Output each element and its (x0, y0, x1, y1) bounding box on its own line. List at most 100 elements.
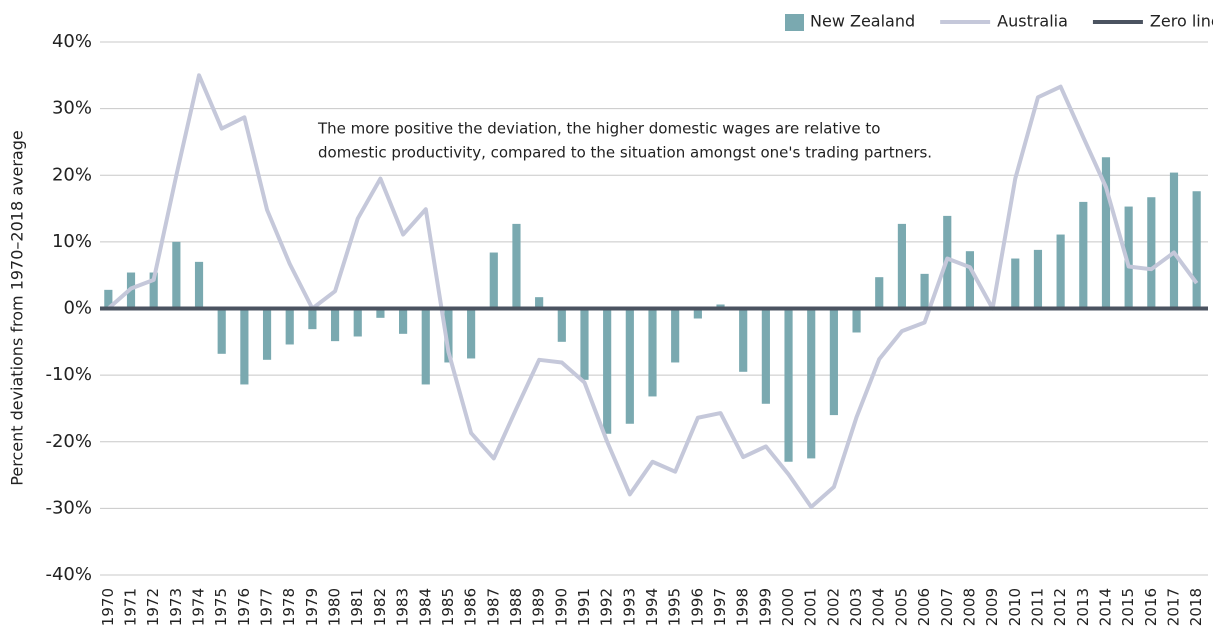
y-tick-label: 20% (52, 164, 92, 185)
bar (217, 308, 226, 354)
x-tick-label: 1976 (235, 588, 253, 626)
bar (1056, 234, 1065, 309)
bar (399, 308, 408, 334)
x-tick-label: 1994 (643, 588, 661, 626)
bar (104, 289, 113, 309)
bar (739, 308, 748, 372)
x-tick-label: 2002 (824, 588, 842, 626)
bar (875, 277, 884, 309)
legend-label: Australia (997, 12, 1068, 31)
y-axis-label: Percent deviations from 1970–2018 averag… (8, 130, 27, 485)
x-tick-label: 2000 (779, 588, 797, 626)
x-tick-label: 2013 (1074, 588, 1092, 626)
bar (1033, 249, 1043, 309)
y-tick-label: -20% (45, 431, 92, 452)
x-tick-label: 2014 (1096, 588, 1114, 626)
x-tick-label: 1998 (734, 588, 752, 626)
x-tick-label: 1997 (711, 588, 729, 626)
x-tick-label: 1999 (756, 588, 774, 626)
x-tick-label: 2001 (802, 588, 820, 626)
bar (965, 251, 975, 309)
bar (376, 308, 385, 318)
legend-label: Zero line (1150, 12, 1213, 31)
x-tick-label: 1981 (348, 588, 366, 626)
legend-label: New Zealand (810, 12, 915, 31)
x-tick-label: 1996 (688, 588, 706, 626)
y-tick-label: 30% (52, 98, 92, 119)
annotation: domestic productivity, compared to the s… (318, 144, 932, 162)
y-tick-label: 40% (52, 31, 92, 52)
x-tick-label: 1978 (280, 588, 298, 626)
bar (149, 272, 158, 309)
bar (330, 308, 340, 342)
x-tick-label: 2003 (847, 588, 865, 626)
x-tick-label: 1970 (99, 588, 117, 626)
y-tick-label: -30% (45, 497, 92, 518)
bar (535, 297, 544, 309)
x-tick-label: 2009 (983, 588, 1001, 626)
bar (603, 308, 612, 434)
bar (897, 223, 906, 309)
x-tick-label: 2016 (1142, 588, 1160, 626)
bar (444, 308, 453, 363)
x-tick-label: 1995 (666, 588, 684, 626)
x-tick-label: 1982 (371, 588, 389, 626)
bar (353, 308, 362, 337)
x-tick-label: 1974 (190, 588, 208, 626)
x-tick-label: 2008 (960, 588, 978, 626)
bar (1101, 157, 1111, 309)
line (107, 73, 1199, 510)
x-tick-label: 2011 (1028, 588, 1046, 626)
bar (829, 308, 838, 416)
bar (172, 241, 181, 309)
y-tick-label: -10% (45, 364, 92, 385)
bar (1124, 206, 1133, 309)
x-tick-label: 1972 (144, 588, 162, 626)
x-tick-label: 1979 (303, 588, 321, 626)
x-tick-label: 2005 (892, 588, 910, 626)
x-tick-label: 1989 (530, 588, 548, 626)
bar (807, 308, 816, 459)
x-tick-label: 1991 (575, 588, 593, 626)
x-tick-label: 2004 (870, 588, 888, 626)
bar (489, 252, 498, 309)
x-tick-label: 1971 (122, 588, 140, 626)
bar (761, 308, 770, 404)
x-tick-label: 2018 (1187, 588, 1205, 626)
legend-swatch (785, 14, 804, 31)
bar (512, 223, 521, 309)
x-tick-label: 1988 (507, 588, 525, 626)
x-tick-label: 2010 (1006, 588, 1024, 626)
y-tick-label: 0% (63, 298, 92, 319)
bar (557, 308, 566, 342)
bar (194, 261, 204, 309)
x-tick-label: 1990 (552, 588, 570, 626)
bar (625, 308, 634, 424)
bar (1011, 258, 1020, 309)
bar (1169, 172, 1179, 309)
bar (285, 308, 294, 345)
x-tick-label: 2007 (938, 588, 956, 626)
bar (467, 308, 476, 359)
x-tick-label: 2012 (1051, 588, 1069, 626)
bar (1147, 197, 1156, 309)
x-tick-label: 1984 (416, 588, 434, 626)
x-tick-label: 1973 (167, 588, 185, 626)
bar (580, 308, 589, 380)
bar (693, 308, 702, 319)
x-tick-label: 2006 (915, 588, 933, 626)
x-tick-label: 1983 (394, 588, 412, 626)
bar (1079, 201, 1088, 309)
x-tick-label: 2015 (1119, 588, 1137, 626)
x-tick-label: 1992 (598, 588, 616, 626)
x-tick-label: 1975 (212, 588, 230, 626)
bar (1192, 191, 1201, 309)
bar (648, 308, 657, 397)
x-tick-label: 1987 (484, 588, 502, 626)
bar (852, 308, 861, 333)
bar (262, 308, 272, 360)
bar (421, 308, 430, 385)
bar (920, 273, 929, 309)
bar (671, 308, 680, 363)
x-tick-label: 1993 (620, 588, 638, 626)
